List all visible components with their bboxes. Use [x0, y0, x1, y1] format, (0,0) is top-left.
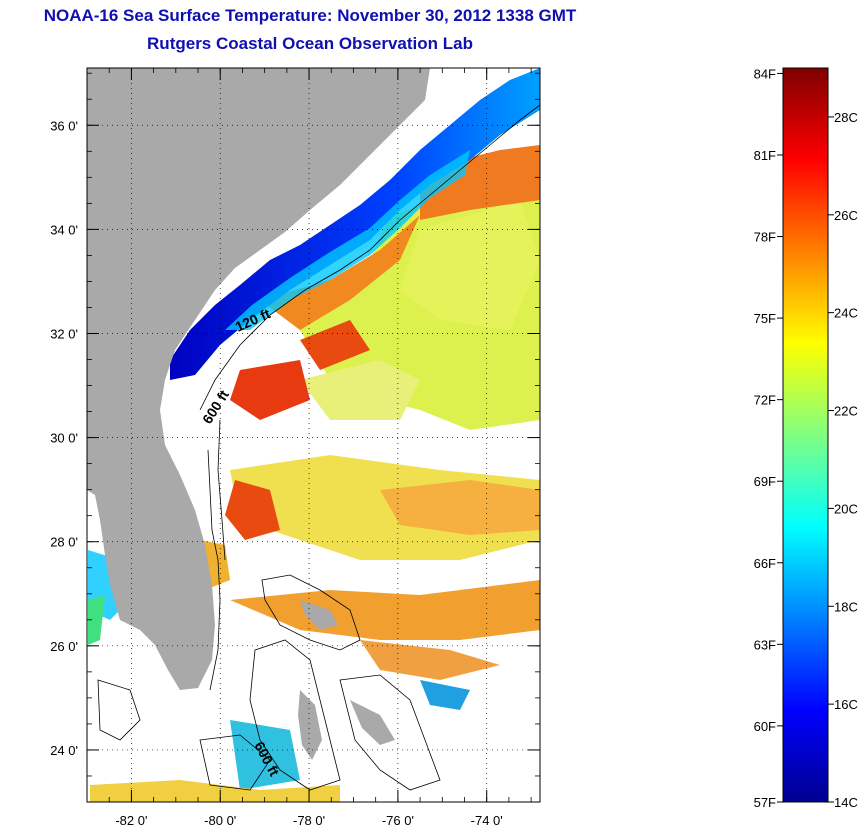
colorbar-c-label: 16C	[834, 697, 858, 712]
map-plot-area: 120 ft 600 ft 600 ft	[87, 68, 540, 802]
colorbar-f-label: 81F	[754, 148, 776, 163]
colorbar-f-label: 57F	[754, 795, 776, 810]
map-frame	[86, 67, 541, 803]
colorbar-c-label: 22C	[834, 404, 858, 419]
colorbar-c-label: 18C	[834, 599, 858, 614]
colorbar-f-label: 84F	[754, 66, 776, 81]
island-shape	[350, 700, 395, 745]
lat-tick-label: 28 0'	[50, 535, 78, 550]
colorbar-f-label: 75F	[754, 311, 776, 326]
colorbar-c-label: 14C	[834, 795, 858, 810]
map-subtitle: Rutgers Coastal Ocean Observation Lab	[147, 34, 473, 53]
map-gridlines	[87, 68, 540, 802]
island-shape	[298, 690, 322, 760]
land-mass	[87, 68, 430, 690]
lon-tick-label: -74 0'	[471, 813, 503, 828]
lat-tick-label: 34 0'	[50, 222, 78, 237]
lon-tick-label: -82 0'	[115, 813, 147, 828]
lat-tick-label: 24 0'	[50, 743, 78, 758]
lon-tick-label: -80 0'	[204, 813, 236, 828]
colorbar-f-label: 66F	[754, 556, 776, 571]
lat-tick-label: 32 0'	[50, 326, 78, 341]
colorbar-f-label: 63F	[754, 637, 776, 652]
map-axes: 36 0' 34 0' 32 0' 30 0' 28 0' 26 0' 24 0' -82 0…	[50, 68, 540, 828]
sst-field	[88, 145, 540, 802]
colorbar-f-label: 78F	[754, 230, 776, 245]
bathymetry-contours	[97, 104, 540, 791]
lat-tick-label: 26 0'	[50, 639, 78, 654]
island-shape	[300, 600, 338, 630]
colorbar-c-label: 28C	[834, 110, 858, 125]
colorbar-f-label: 72F	[754, 393, 776, 408]
colorbar-c-label: 20C	[834, 501, 858, 516]
map-title: NOAA-16 Sea Surface Temperature: Novembe…	[43, 6, 577, 25]
colorbar-c-label: 24C	[834, 306, 858, 321]
colorbar-c-label: 26C	[834, 208, 858, 223]
colorbar-f-label: 69F	[754, 474, 776, 489]
colorbar-gradient	[782, 67, 829, 803]
colorbar-f-label: 60F	[754, 719, 776, 734]
lat-tick-label: 30 0'	[50, 431, 78, 446]
lat-tick-label: 36 0'	[50, 118, 78, 133]
lon-tick-label: -76 0'	[382, 813, 414, 828]
lon-tick-label: -78 0'	[293, 813, 325, 828]
